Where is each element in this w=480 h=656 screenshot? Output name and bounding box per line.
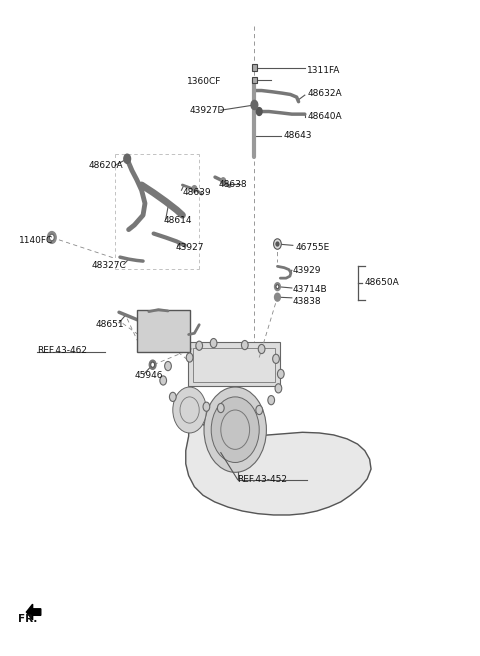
Text: REF.43-452: REF.43-452 [238, 475, 288, 484]
Text: 48632A: 48632A [307, 89, 342, 98]
FancyBboxPatch shape [252, 64, 257, 71]
FancyBboxPatch shape [193, 348, 275, 382]
Polygon shape [26, 604, 41, 620]
Circle shape [160, 376, 167, 385]
Polygon shape [186, 390, 371, 515]
Text: FR.: FR. [18, 613, 37, 624]
Text: 1360CF: 1360CF [187, 77, 222, 86]
Circle shape [165, 361, 171, 371]
Circle shape [274, 239, 281, 249]
FancyBboxPatch shape [137, 310, 190, 352]
Circle shape [203, 402, 210, 411]
Text: REF.43-462: REF.43-462 [37, 346, 87, 355]
Circle shape [276, 285, 279, 289]
Circle shape [48, 232, 56, 243]
Circle shape [275, 293, 280, 301]
Circle shape [275, 283, 280, 291]
Text: 43927D: 43927D [190, 106, 225, 115]
FancyBboxPatch shape [252, 77, 257, 83]
Circle shape [258, 344, 265, 354]
Circle shape [169, 392, 176, 401]
Text: 48643: 48643 [283, 131, 312, 140]
Text: 48327C: 48327C [91, 260, 126, 270]
Text: 43929: 43929 [293, 266, 321, 275]
Circle shape [211, 397, 259, 462]
Circle shape [277, 369, 284, 379]
Circle shape [273, 354, 279, 363]
FancyBboxPatch shape [188, 342, 280, 386]
Circle shape [186, 353, 193, 362]
Text: 48620A: 48620A [89, 161, 123, 170]
Circle shape [275, 384, 282, 393]
Circle shape [196, 341, 203, 350]
Text: 48640A: 48640A [307, 112, 342, 121]
Text: 45946: 45946 [134, 371, 163, 380]
Text: 43838: 43838 [293, 297, 322, 306]
Circle shape [221, 178, 226, 184]
Text: 48651: 48651 [96, 319, 125, 329]
Circle shape [124, 154, 131, 163]
Text: 48614: 48614 [163, 216, 192, 225]
Text: 43927: 43927 [175, 243, 204, 253]
Circle shape [276, 242, 279, 246]
Circle shape [268, 396, 275, 405]
Circle shape [256, 108, 262, 115]
Circle shape [241, 340, 248, 350]
Circle shape [173, 387, 206, 433]
Circle shape [192, 186, 197, 192]
Text: 1140FC: 1140FC [19, 236, 53, 245]
Circle shape [210, 338, 217, 348]
Circle shape [149, 360, 156, 369]
Text: 48639: 48639 [182, 188, 211, 197]
Text: 48638: 48638 [218, 180, 247, 190]
Text: 46755E: 46755E [295, 243, 329, 252]
Circle shape [217, 403, 224, 413]
Text: 43714B: 43714B [293, 285, 327, 295]
Text: 1311FA: 1311FA [307, 66, 341, 75]
Text: 48650A: 48650A [365, 277, 399, 287]
Circle shape [251, 100, 258, 110]
Circle shape [204, 387, 266, 472]
Circle shape [151, 362, 155, 367]
Circle shape [256, 405, 263, 415]
Circle shape [49, 234, 54, 241]
